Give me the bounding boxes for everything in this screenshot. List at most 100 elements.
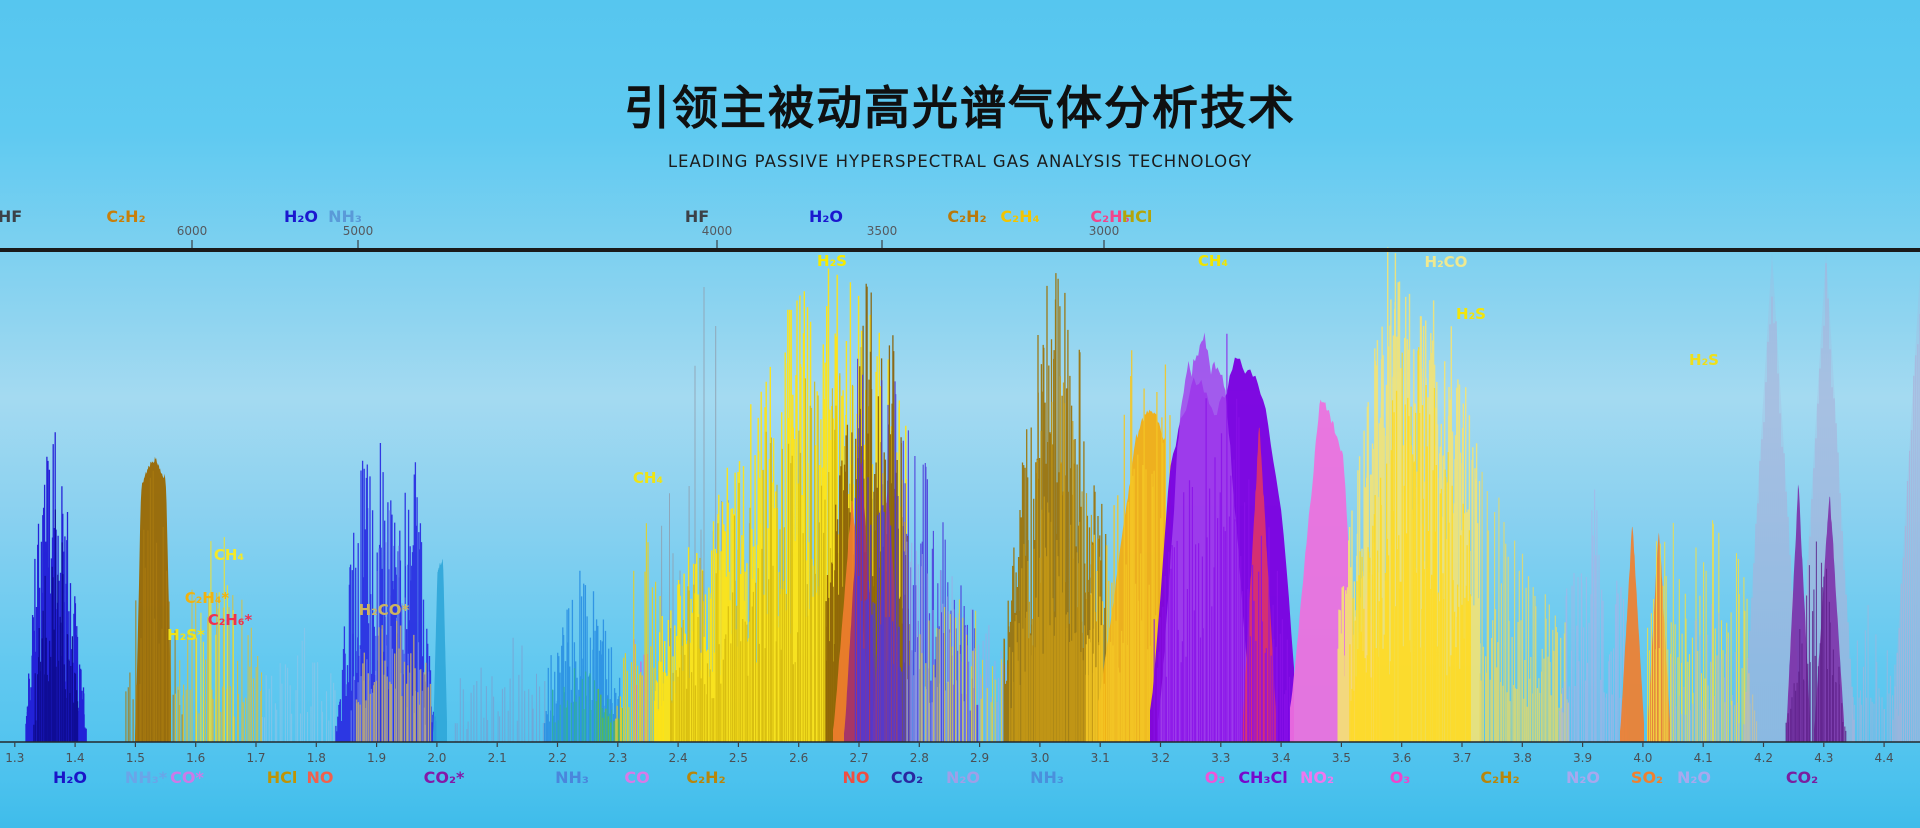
band-purple-4.25um [1786,484,1810,742]
bottom-gas-label: CO [624,768,649,787]
top-tick-label: 6000 [177,224,208,238]
inchart-gas-label: H₂S [1456,305,1486,323]
top-gas-label: HF [685,207,709,226]
bottom-tick-label: 2.5 [729,751,748,765]
bottom-tick-label: 4.4 [1875,751,1894,765]
bottom-gas-label: H₂O [53,768,87,787]
band-O3-3.6um-bright [1349,347,1471,742]
inchart-gas-label: H₂CO* [359,601,410,619]
bottom-tick-label: 4.3 [1814,751,1833,765]
bottom-tick-label: 1.7 [246,751,265,765]
bottom-gas-label: NH₃ [555,768,589,787]
bottom-gas-label: NO [307,768,334,787]
bottom-gas-label: C₂H₂ [686,768,725,787]
bottom-tick-label: 3.9 [1573,751,1592,765]
inchart-gas-label: CH₄ [214,546,244,564]
top-gas-label: C₂H₄ [1000,207,1039,226]
bottom-tick-label: 2.9 [970,751,989,765]
bottom-tick-label: 4.2 [1754,751,1773,765]
bottom-tick-label: 3.1 [1091,751,1110,765]
band-teal-2.0um [433,558,447,742]
bottom-tick-label: 3.3 [1211,751,1230,765]
top-gas-label: H₂O [809,207,843,226]
inchart-gas-label: H₂S [1689,351,1719,369]
bottom-gas-label: C₂H₂ [1480,768,1519,787]
top-gas-label: C₂H₆ [1090,207,1129,226]
bottom-tick-label: 2.0 [427,751,446,765]
band-lavender-4.35um [1851,605,1901,742]
band-sparse-2.05um [454,637,548,742]
bottom-gas-label: CO₂* [424,768,465,787]
band-H2CO-1.9um [355,620,432,742]
band-C2H2-3.75um [1479,471,1569,742]
bottom-tick-label: 3.8 [1513,751,1532,765]
band-CH4-1.6um-bright [195,537,234,742]
top-gas-label: C₂H₂ [947,207,986,226]
top-gas-label: HF [0,207,22,226]
bottom-tick-label: 1.3 [5,751,24,765]
band-N2O-3.9um [1559,489,1629,742]
bottom-tick-label: 3.4 [1272,751,1291,765]
bottom-tick-label: 1.9 [367,751,386,765]
bottom-tick-label: 1.4 [66,751,85,765]
bottom-tick-label: 3.0 [1030,751,1049,765]
bottom-tick-label: 3.7 [1452,751,1471,765]
bottom-tick-label: 2.8 [910,751,929,765]
bottom-gas-label: N₂O [1566,768,1600,787]
band-purple-spikes-3.3um [1153,333,1291,742]
band-N2O-4.1um [1671,604,1740,742]
bottom-gas-label: CO₂ [891,768,923,787]
inchart-gas-label: C₂H₆* [208,611,253,629]
bottom-tick-label: 2.3 [608,751,627,765]
bottom-gas-label: CO₂ [1786,768,1818,787]
band-H2O-1.4um-dark [33,509,79,742]
top-gas-label: HCl [1122,207,1153,226]
bottom-tick-label: 3.5 [1332,751,1351,765]
bottom-gas-label: O₃ [1390,768,1411,787]
bottom-tick-label: 3.6 [1392,751,1411,765]
band-CO2-4.45um-edge [1892,272,1920,742]
bottom-gas-label: SO₂ [1631,768,1663,787]
top-tick-label: 5000 [343,224,374,238]
inchart-gas-label: H₂S [817,252,847,270]
bottom-gas-label: NH₃ [1030,768,1064,787]
band-faint-1.72um [261,627,336,742]
bottom-tick-label: 2.7 [849,751,868,765]
bottom-tick-label: 2.6 [789,751,808,765]
inchart-gas-label: H₂S* [167,626,205,644]
bottom-gas-label: HCl [267,768,298,787]
bottom-tick-label: 1.8 [307,751,326,765]
bottom-tick-label: 2.4 [669,751,688,765]
top-tick-label: 3500 [867,224,898,238]
top-gas-label: NH₃ [328,207,362,226]
bottom-gas-label: NH₃* [125,768,168,787]
band-SO2-4.0um-a [1620,526,1644,742]
bottom-gas-label: N₂O [1677,768,1711,787]
bottom-tick-label: 2.2 [548,751,567,765]
top-axis-line [0,248,1920,252]
bottom-tick-label: 4.0 [1633,751,1652,765]
inchart-gas-label: H₂CO [1425,253,1468,271]
top-tick-label: 3000 [1089,224,1120,238]
bottom-tick-label: 3.2 [1151,751,1170,765]
inchart-gas-label: C₂H₄* [185,589,230,607]
bottom-gas-label: NO [843,768,870,787]
top-gas-label: H₂O [284,207,318,226]
bottom-tick-label: 1.6 [186,751,205,765]
band-CH4-H2S-1.6um [174,589,263,742]
bottom-tick-label: 2.1 [488,751,507,765]
bottom-tick-label: 4.1 [1694,751,1713,765]
bottom-tick-label: 1.5 [126,751,145,765]
page-subtitle: LEADING PASSIVE HYPERSPECTRAL GAS ANALYS… [667,152,1253,171]
top-tick-label: 4000 [702,224,733,238]
inchart-gas-label: CH₄ [1198,252,1228,270]
inchart-gas-label: CH₄ [633,469,663,487]
bottom-gas-label: O₃ [1205,768,1226,787]
bottom-gas-label: CO* [170,768,204,787]
bottom-gas-label: N₂O [946,768,980,787]
band-yellow-2.9um [919,599,1003,742]
bottom-gas-label: NO₂ [1300,768,1334,787]
band-purple-spikes-4.3um [1785,541,1847,742]
